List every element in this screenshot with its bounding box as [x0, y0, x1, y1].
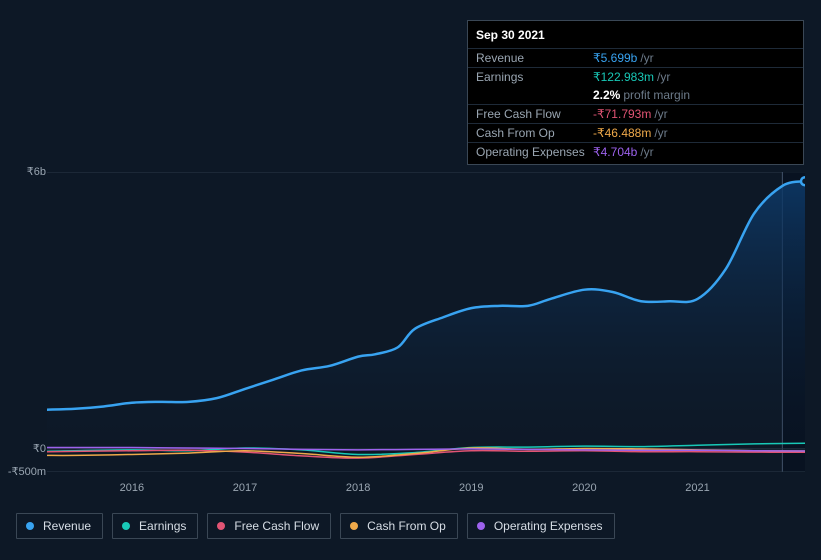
- tooltip-row-unit: /yr: [654, 126, 667, 140]
- tooltip-row: Revenue₹5.699b/yr: [468, 48, 803, 67]
- tooltip-row-label: Free Cash Flow: [476, 107, 593, 121]
- tooltip-row-value: -₹46.488m: [593, 126, 651, 140]
- tooltip-date: Sep 30 2021: [468, 21, 803, 48]
- legend-item-label: Revenue: [43, 519, 91, 533]
- legend-dot-icon: [26, 522, 34, 530]
- legend-dot-icon: [217, 522, 225, 530]
- tooltip-row: Cash From Op-₹46.488m/yr: [468, 123, 803, 142]
- tooltip-row-value: 2.2%: [593, 88, 620, 102]
- legend-item-earnings[interactable]: Earnings: [112, 513, 198, 539]
- tooltip-profit-margin-label: profit margin: [623, 88, 690, 102]
- chart-endpoint-marker-revenue: [801, 177, 805, 185]
- chart-y-axis-label: ₹0: [18, 442, 46, 455]
- tooltip-row-unit: /yr: [640, 51, 653, 65]
- tooltip-row-label: Revenue: [476, 51, 593, 65]
- legend-dot-icon: [350, 522, 358, 530]
- tooltip-row-value: ₹5.699b: [593, 51, 637, 65]
- tooltip-row: Earnings₹122.983m/yr: [468, 67, 803, 86]
- legend-item-label: Operating Expenses: [494, 519, 603, 533]
- chart-x-axis-label: 2020: [572, 482, 596, 494]
- legend-item-opex[interactable]: Operating Expenses: [467, 513, 615, 539]
- financials-line-chart: ₹6b ₹0 -₹500m 2016 2017 2018 2019 2020 2021: [0, 150, 821, 510]
- legend-dot-icon: [122, 522, 130, 530]
- chart-x-axis-label: 2016: [120, 482, 144, 494]
- chart-y-axis-label: ₹6b: [18, 165, 46, 178]
- legend-item-label: Free Cash Flow: [234, 519, 319, 533]
- chart-y-axis-label: -₹500m: [4, 465, 46, 478]
- legend-item-revenue[interactable]: Revenue: [16, 513, 103, 539]
- chart-x-axis: 2016 2017 2018 2019 2020 2021: [47, 480, 805, 500]
- tooltip-row-unit: /yr: [657, 70, 670, 84]
- legend-item-freecashflow[interactable]: Free Cash Flow: [207, 513, 331, 539]
- chart-x-axis-label: 2017: [233, 482, 257, 494]
- tooltip-row-value: ₹122.983m: [593, 70, 654, 84]
- tooltip-row-unit: /yr: [654, 107, 667, 121]
- chart-legend: Revenue Earnings Free Cash Flow Cash From O…: [16, 513, 615, 539]
- tooltip-row-label: Earnings: [476, 70, 593, 84]
- chart-x-axis-label: 2021: [685, 482, 709, 494]
- data-tooltip: Sep 30 2021 Revenue₹5.699b/yrEarnings₹12…: [467, 20, 804, 165]
- chart-x-axis-label: 2019: [459, 482, 483, 494]
- tooltip-row: Free Cash Flow-₹71.793m/yr: [468, 104, 803, 123]
- tooltip-row-label: Cash From Op: [476, 126, 593, 140]
- chart-area-revenue: [47, 181, 805, 472]
- legend-dot-icon: [477, 522, 485, 530]
- legend-item-label: Cash From Op: [367, 519, 446, 533]
- legend-item-cashfromop[interactable]: Cash From Op: [340, 513, 458, 539]
- chart-plot-area[interactable]: [47, 172, 805, 472]
- legend-item-label: Earnings: [139, 519, 186, 533]
- tooltip-row: 2.2%profit margin: [468, 86, 803, 104]
- chart-x-axis-label: 2018: [346, 482, 370, 494]
- tooltip-row-value: -₹71.793m: [593, 107, 651, 121]
